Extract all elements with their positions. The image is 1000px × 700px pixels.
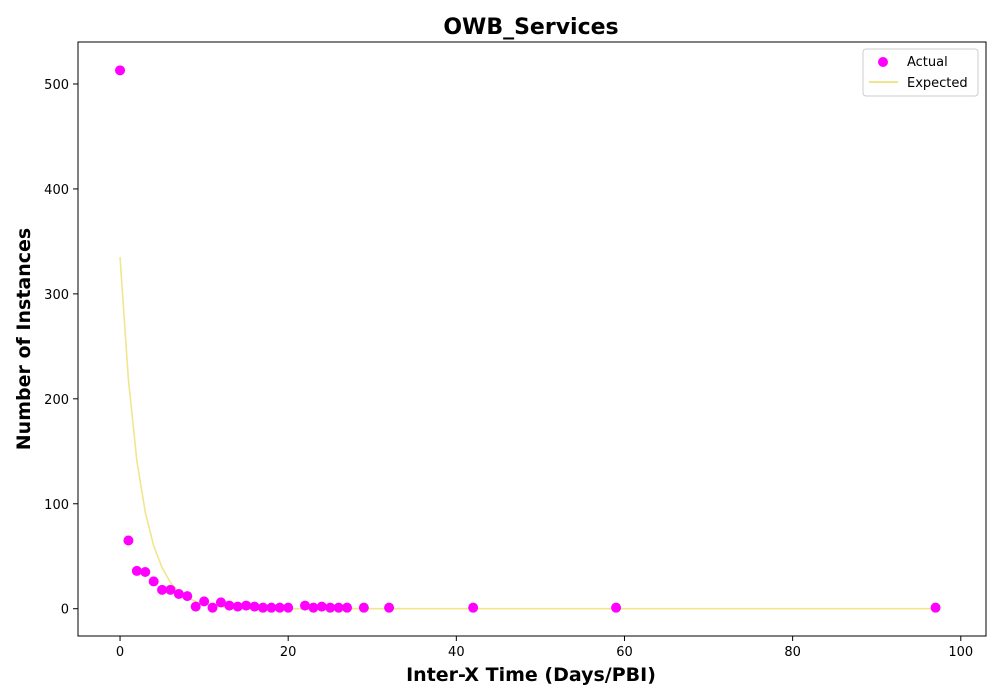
actual-point — [232, 601, 243, 612]
actual-point — [215, 597, 226, 608]
actual-point — [283, 602, 294, 613]
x-tick-label: 80 — [784, 645, 801, 660]
legend-box — [862, 48, 979, 97]
actual-point — [249, 601, 260, 612]
y-tick-label: 300 — [44, 288, 69, 303]
legend-actual-marker — [878, 57, 888, 67]
expected-line — [119, 257, 936, 610]
y-tick-label: 0 — [61, 603, 69, 618]
actual-point — [207, 602, 218, 613]
x-tick-label: 0 — [116, 645, 124, 660]
actual-point — [115, 65, 126, 76]
x-axis: 0 20 40 60 80 100 — [116, 636, 973, 660]
actual-point — [157, 584, 168, 595]
actual-point — [173, 589, 184, 600]
actual-point — [199, 596, 210, 607]
actual-point — [300, 600, 310, 611]
x-tick-label: 60 — [616, 645, 633, 660]
actual-point — [131, 565, 142, 576]
x-tick-label: 100 — [948, 645, 973, 660]
legend: Actual Expected — [862, 48, 979, 97]
y-axis: 0 100 200 300 400 500 — [44, 78, 78, 618]
actual-point — [930, 602, 941, 613]
y-tick-label: 500 — [44, 78, 69, 93]
actual-point — [468, 602, 479, 613]
actual-point — [241, 600, 252, 611]
legend-actual-label: Actual — [907, 55, 948, 70]
actual-point — [140, 566, 151, 577]
x-tick-label: 40 — [448, 645, 465, 660]
actual-point — [224, 600, 235, 611]
x-axis-label: Inter-X Time (Days/PBI) — [406, 664, 656, 686]
actual-point — [325, 602, 336, 613]
actual-point — [165, 584, 176, 595]
chart-title: OWB_Services — [443, 15, 618, 40]
y-axis-label: Number of Instances — [13, 228, 35, 450]
plot-area — [115, 65, 941, 613]
legend-expected-label: Expected — [907, 76, 968, 91]
actual-point — [266, 602, 277, 613]
x-tick-label: 20 — [280, 645, 297, 660]
actual-point — [316, 601, 327, 612]
actual-point — [342, 602, 353, 613]
actual-point — [308, 602, 319, 613]
actual-point — [274, 602, 285, 613]
actual-point — [182, 591, 193, 602]
y-tick-label: 100 — [44, 498, 69, 513]
actual-point — [190, 601, 201, 612]
y-tick-label: 400 — [44, 183, 69, 198]
actual-point — [148, 576, 159, 587]
plot-frame — [77, 41, 987, 637]
y-tick-label: 200 — [44, 393, 69, 408]
actual-point — [333, 602, 344, 613]
actual-point — [611, 602, 622, 613]
actual-point — [384, 602, 395, 613]
actual-point — [257, 602, 268, 613]
actual-point — [123, 535, 134, 546]
actual-point — [358, 602, 369, 613]
